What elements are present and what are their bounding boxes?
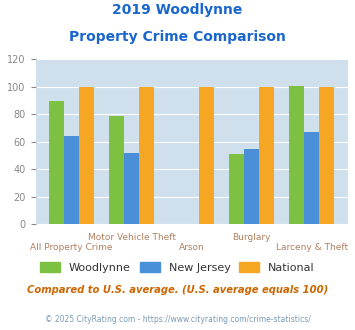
Bar <box>320 87 334 224</box>
Text: Motor Vehicle Theft: Motor Vehicle Theft <box>88 233 176 242</box>
Text: Arson: Arson <box>179 243 204 251</box>
Text: 2019 Woodlynne: 2019 Woodlynne <box>112 3 243 17</box>
Legend: Woodlynne, New Jersey, National: Woodlynne, New Jersey, National <box>36 258 320 278</box>
Text: Burglary: Burglary <box>233 233 271 242</box>
Bar <box>259 87 274 224</box>
Bar <box>244 149 259 224</box>
Text: Larceny & Theft: Larceny & Theft <box>276 243 348 251</box>
Bar <box>139 87 154 224</box>
Bar <box>229 154 244 224</box>
Bar <box>289 85 304 224</box>
Bar <box>199 87 214 224</box>
Bar <box>64 136 79 224</box>
Text: © 2025 CityRating.com - https://www.cityrating.com/crime-statistics/: © 2025 CityRating.com - https://www.city… <box>45 315 310 324</box>
Bar <box>124 153 139 224</box>
Text: Compared to U.S. average. (U.S. average equals 100): Compared to U.S. average. (U.S. average … <box>27 285 328 295</box>
Bar <box>49 101 64 224</box>
Bar <box>79 87 94 224</box>
Bar <box>304 132 320 224</box>
Bar <box>109 116 124 224</box>
Text: All Property Crime: All Property Crime <box>30 243 113 251</box>
Text: Property Crime Comparison: Property Crime Comparison <box>69 30 286 44</box>
